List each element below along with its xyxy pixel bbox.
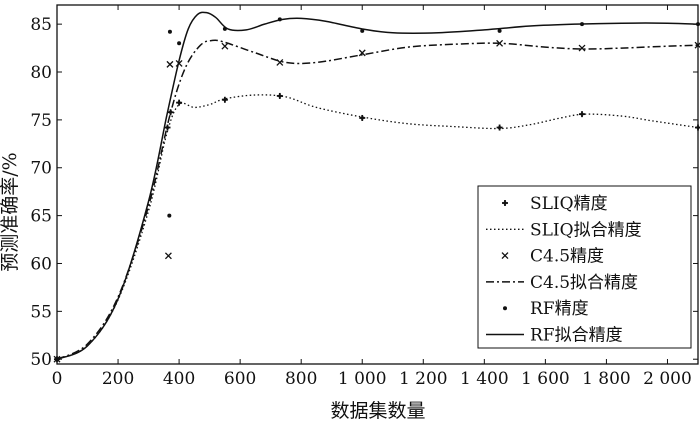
x-tick-label: 1 400: [460, 369, 509, 389]
series-1-point-4: [176, 99, 183, 106]
y-tick-label: 75: [30, 111, 52, 131]
legend-label-3: C4.5精度: [530, 247, 604, 267]
y-tick-label: 70: [30, 159, 52, 179]
series-5-point-8: [497, 28, 502, 33]
legend-label-4: C4.5拟合精度: [530, 273, 638, 293]
x-tick-label: 1 200: [399, 369, 448, 389]
y-tick-label: 50: [30, 350, 52, 370]
x-tick-label: 800: [285, 369, 317, 389]
series-3-point-3: [166, 60, 174, 68]
legend-label-6: RF拟合精度: [530, 326, 623, 346]
series-3-point-5: [221, 42, 229, 50]
x-tick-label: 0: [52, 369, 63, 389]
x-tick-label: 1 000: [338, 369, 387, 389]
y-tick-label: 55: [30, 302, 52, 322]
x-tick-label: 400: [163, 369, 195, 389]
x-tick-label: 1 800: [582, 369, 631, 389]
series-5-point-4: [177, 41, 182, 46]
series-5-point-2: [167, 213, 172, 218]
legend-label-5: RF精度: [530, 299, 589, 319]
legend-label-2: SLIQ拟合精度: [530, 220, 642, 240]
plot-frame: [56, 4, 699, 365]
x-tick-label: 2 000: [643, 369, 692, 389]
y-tick-label: 80: [30, 63, 52, 83]
series-4-line: [57, 39, 698, 360]
x-tick-label: 1 600: [521, 369, 570, 389]
legend-marker-3: [501, 252, 509, 260]
y-tick-label: 85: [30, 15, 52, 35]
series-3-point-9: [578, 44, 586, 52]
legend-marker-1: [502, 200, 508, 206]
y-tick-label: 60: [30, 254, 52, 274]
series-1-point-7: [359, 114, 366, 121]
series-6-line: [57, 11, 698, 360]
legend-box: [477, 185, 692, 349]
x-axis-label: 数据集数量: [330, 400, 425, 422]
series-5-point-3: [167, 29, 172, 34]
series-3-point-7: [358, 49, 366, 57]
x-tick-label: 600: [224, 369, 256, 389]
y-axis-label: 预测准确率/%: [0, 152, 21, 271]
legend-marker-5: [503, 306, 507, 311]
x-tick-label: 200: [102, 369, 134, 389]
series-3-point-2: [164, 252, 172, 260]
axis-ticks: 0 200 400 600 800 1 000 1 200 1 400 1 600 1 800 2 …: [30, 5, 698, 389]
legend-label-1: SLIQ精度: [530, 194, 608, 214]
legend: SLIQ精度 SLIQ拟合精度 C4.5精度 C4.5拟合精度 RF精度 RF拟合精度: [477, 185, 692, 349]
y-tick-label: 65: [30, 207, 52, 227]
series-1-point-8: [496, 124, 503, 131]
